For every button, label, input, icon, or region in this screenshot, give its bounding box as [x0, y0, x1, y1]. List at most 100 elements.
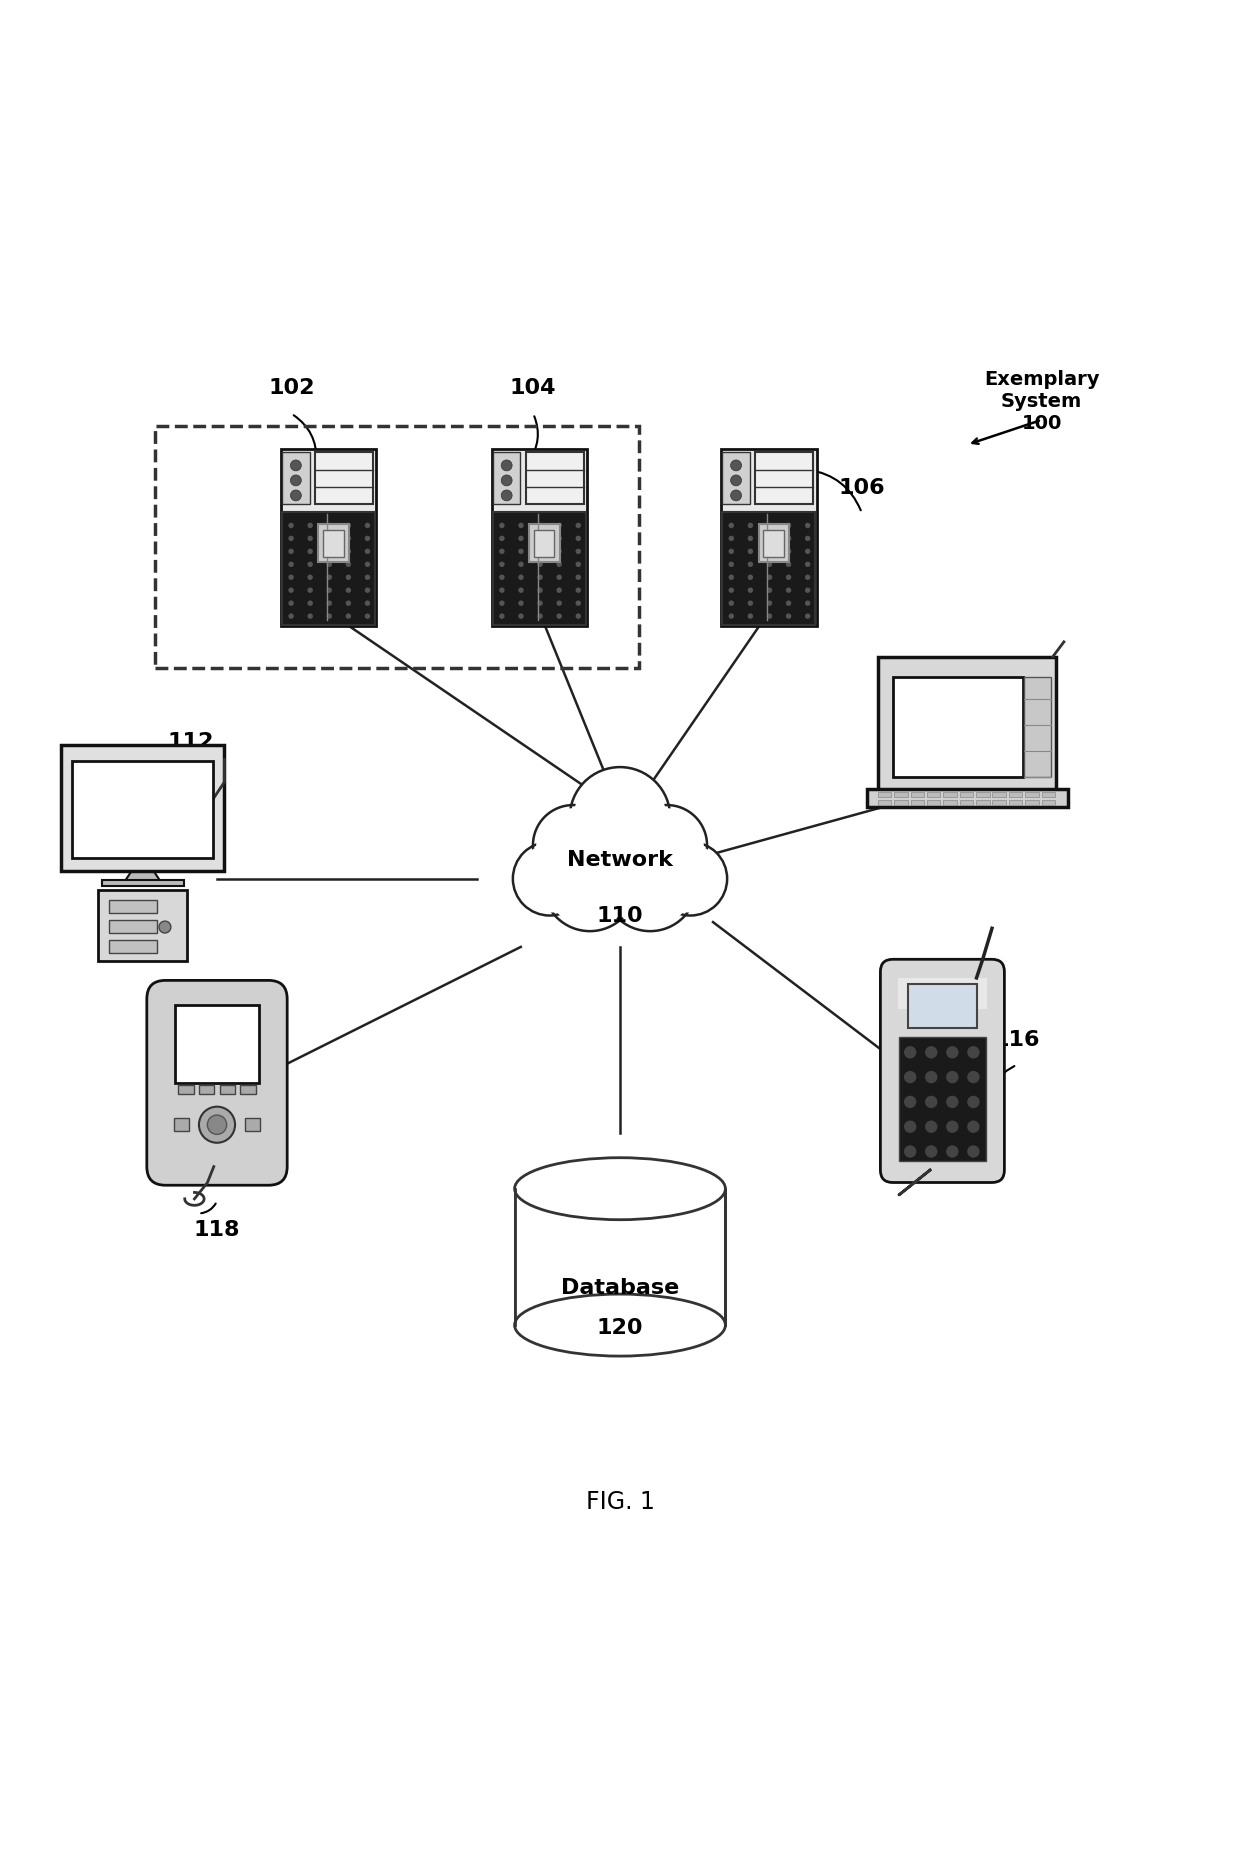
- Circle shape: [748, 613, 753, 619]
- Circle shape: [786, 600, 791, 606]
- Circle shape: [326, 600, 332, 606]
- Text: 102: 102: [268, 378, 315, 398]
- Circle shape: [925, 1146, 937, 1157]
- Circle shape: [904, 1121, 916, 1133]
- Circle shape: [289, 600, 294, 606]
- Ellipse shape: [515, 1157, 725, 1220]
- Circle shape: [289, 523, 294, 529]
- Circle shape: [518, 600, 523, 606]
- Circle shape: [290, 460, 301, 471]
- Bar: [960, 792, 973, 798]
- Circle shape: [365, 523, 371, 529]
- Circle shape: [946, 1047, 959, 1058]
- Circle shape: [518, 523, 523, 529]
- Circle shape: [346, 536, 351, 542]
- Bar: [960, 800, 973, 806]
- Bar: [102, 880, 184, 886]
- Circle shape: [500, 536, 505, 542]
- Circle shape: [730, 490, 742, 501]
- Circle shape: [748, 600, 753, 606]
- Circle shape: [557, 587, 562, 592]
- Circle shape: [518, 587, 523, 592]
- Circle shape: [946, 1146, 959, 1157]
- Circle shape: [729, 587, 734, 592]
- Circle shape: [730, 475, 742, 486]
- Circle shape: [365, 600, 371, 606]
- Circle shape: [500, 523, 505, 529]
- Bar: [109, 940, 157, 953]
- Bar: [722, 449, 816, 626]
- Text: Database: Database: [560, 1278, 680, 1297]
- Bar: [944, 800, 957, 806]
- Circle shape: [547, 841, 632, 927]
- Bar: [992, 800, 1006, 806]
- Bar: [759, 523, 790, 561]
- Circle shape: [729, 536, 734, 542]
- Text: 118: 118: [193, 1220, 241, 1239]
- Circle shape: [766, 613, 773, 619]
- Circle shape: [946, 1095, 959, 1108]
- Bar: [898, 977, 987, 1009]
- Circle shape: [308, 536, 312, 542]
- Bar: [1042, 800, 1055, 806]
- Circle shape: [766, 549, 773, 553]
- Bar: [315, 452, 373, 503]
- Circle shape: [805, 613, 811, 619]
- Bar: [244, 1118, 260, 1131]
- Circle shape: [290, 490, 301, 501]
- Circle shape: [500, 561, 505, 566]
- Circle shape: [326, 549, 332, 553]
- Circle shape: [326, 536, 332, 542]
- Circle shape: [575, 523, 582, 529]
- Circle shape: [346, 587, 351, 592]
- Circle shape: [575, 613, 582, 619]
- Bar: [198, 1086, 215, 1095]
- Bar: [878, 656, 1056, 791]
- Circle shape: [967, 1071, 980, 1084]
- Circle shape: [766, 574, 773, 579]
- Circle shape: [925, 1095, 937, 1108]
- FancyBboxPatch shape: [146, 981, 288, 1185]
- Circle shape: [518, 549, 523, 553]
- Circle shape: [537, 536, 543, 542]
- Circle shape: [308, 523, 312, 529]
- Text: 120: 120: [596, 1318, 644, 1338]
- Circle shape: [289, 587, 294, 592]
- Bar: [894, 792, 908, 798]
- Text: 104: 104: [510, 378, 557, 398]
- Circle shape: [500, 600, 505, 606]
- Circle shape: [513, 841, 587, 916]
- Bar: [529, 523, 560, 561]
- Bar: [526, 452, 584, 503]
- Bar: [893, 677, 1023, 778]
- Circle shape: [198, 1106, 236, 1142]
- Circle shape: [575, 549, 582, 553]
- Circle shape: [557, 561, 562, 566]
- Text: 112: 112: [167, 733, 213, 751]
- Circle shape: [766, 587, 773, 592]
- Circle shape: [326, 613, 332, 619]
- Circle shape: [537, 574, 543, 579]
- Bar: [280, 449, 377, 626]
- Circle shape: [346, 574, 351, 579]
- Circle shape: [904, 1071, 916, 1084]
- Circle shape: [748, 574, 753, 579]
- Circle shape: [289, 561, 294, 566]
- Circle shape: [805, 561, 811, 566]
- Bar: [494, 512, 585, 624]
- Circle shape: [365, 549, 371, 553]
- Polygon shape: [124, 871, 161, 882]
- Ellipse shape: [515, 1293, 725, 1357]
- Bar: [1025, 792, 1039, 798]
- Circle shape: [766, 600, 773, 606]
- Bar: [867, 789, 1068, 807]
- FancyBboxPatch shape: [880, 959, 1004, 1183]
- Circle shape: [766, 561, 773, 566]
- Circle shape: [967, 1095, 980, 1108]
- Text: 116: 116: [993, 1030, 1040, 1050]
- Text: 106: 106: [838, 478, 885, 497]
- Circle shape: [786, 549, 791, 553]
- Bar: [241, 1086, 255, 1095]
- Bar: [283, 512, 374, 624]
- Circle shape: [308, 574, 312, 579]
